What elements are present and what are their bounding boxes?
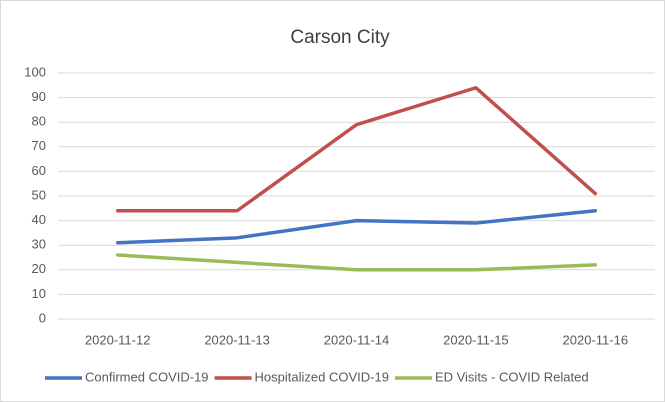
y-tick-label: 30 xyxy=(32,237,46,252)
y-tick-label: 20 xyxy=(32,261,46,276)
y-tick-label: 0 xyxy=(39,310,46,325)
chart-title: Carson City xyxy=(290,27,390,48)
legend-label: Hospitalized COVID-19 xyxy=(255,369,389,384)
x-tick-label: 2020-11-12 xyxy=(85,332,151,347)
x-tick-label: 2020-11-15 xyxy=(443,332,509,347)
series-line xyxy=(115,209,598,245)
y-tick-label: 60 xyxy=(32,163,46,178)
y-tick-label: 40 xyxy=(32,212,46,227)
series-line xyxy=(115,86,598,213)
x-tick-label: 2020-11-14 xyxy=(324,332,390,347)
y-tick-label: 90 xyxy=(32,89,46,104)
y-tick-label: 10 xyxy=(32,286,46,301)
y-tick-label: 50 xyxy=(32,187,46,202)
legend-label: ED Visits - COVID Related xyxy=(435,369,589,384)
y-tick-label: 80 xyxy=(32,114,46,129)
y-tick-label: 70 xyxy=(32,138,46,153)
legend-label: Confirmed COVID-19 xyxy=(85,369,209,384)
y-tick-label: 100 xyxy=(24,64,46,79)
x-tick-label: 2020-11-13 xyxy=(204,332,270,347)
x-tick-label: 2020-11-16 xyxy=(563,332,629,347)
series-line xyxy=(115,253,598,272)
